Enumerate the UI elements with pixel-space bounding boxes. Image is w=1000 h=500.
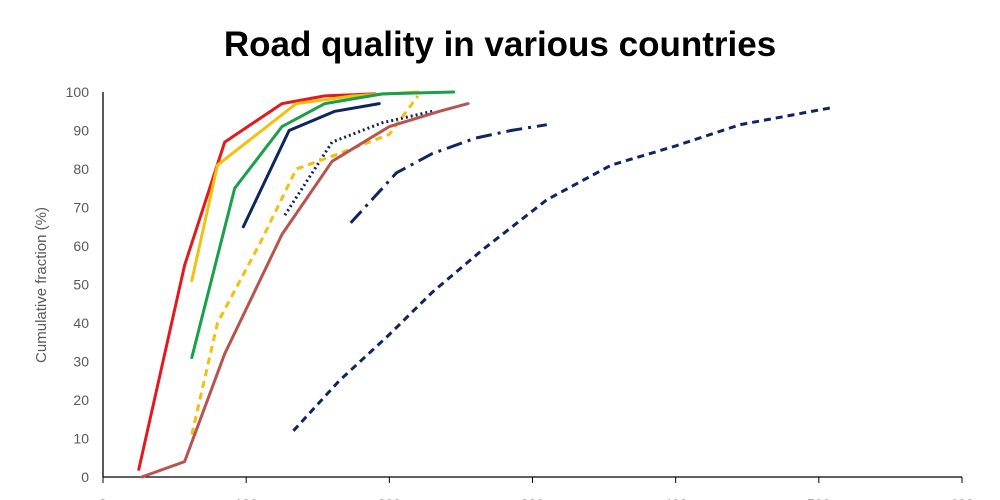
x-tick-label: 0 [99, 496, 107, 500]
series-line-9 [292, 105, 834, 432]
series-line-1 [137, 92, 377, 471]
y-tick-label: 70 [73, 200, 89, 216]
series-line-6 [190, 95, 420, 435]
series-line-3 [190, 90, 456, 360]
x-tick-label: 100 [234, 496, 258, 500]
x-tick-label: 300 [521, 496, 545, 500]
x-tick-label: 600 [950, 496, 974, 500]
y-tick-label: 10 [73, 431, 89, 447]
series-line-8 [349, 123, 548, 224]
x-tick-label: 500 [807, 496, 831, 500]
y-tick-label: 100 [66, 84, 90, 100]
y-tick-label: 20 [73, 392, 89, 408]
chart-title: Road quality in various countries [224, 25, 776, 64]
x-tick-label: 400 [664, 496, 688, 500]
axes: 0 10 20 30 40 50 60 70 80 90 100 0 100 200 300 400 500 60… [66, 84, 974, 500]
series-line-4 [241, 102, 381, 229]
y-tick-label: 80 [73, 161, 89, 177]
y-tick-label: 60 [73, 238, 89, 254]
y-tick-label: 30 [73, 354, 89, 370]
y-tick-label: 0 [81, 469, 89, 485]
series-line-7 [140, 102, 470, 479]
y-tick-label: 40 [73, 315, 89, 331]
y-tick-label: 50 [73, 277, 89, 293]
series-line-5 [283, 109, 433, 217]
x-tick-label: 200 [378, 496, 402, 500]
y-axis-label: Cumulative fraction (%) [33, 207, 50, 363]
series-layer [137, 90, 834, 479]
y-tick-label: 90 [73, 123, 89, 139]
